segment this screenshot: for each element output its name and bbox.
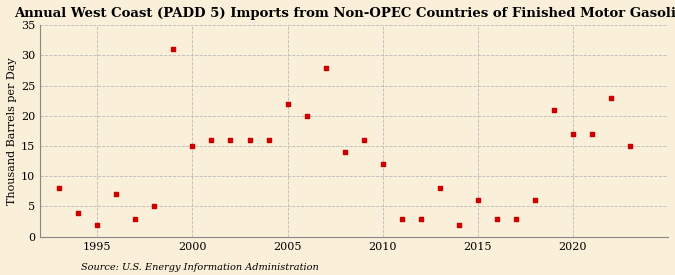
Point	[472, 198, 483, 203]
Point	[358, 138, 369, 142]
Point	[434, 186, 445, 191]
Point	[168, 47, 179, 52]
Point	[130, 216, 141, 221]
Point	[92, 222, 103, 227]
Point	[340, 150, 350, 154]
Point	[187, 144, 198, 148]
Point	[244, 138, 255, 142]
Point	[510, 216, 521, 221]
Point	[111, 192, 122, 197]
Point	[206, 138, 217, 142]
Y-axis label: Thousand Barrels per Day: Thousand Barrels per Day	[7, 57, 17, 205]
Point	[301, 114, 312, 118]
Text: Source: U.S. Energy Information Administration: Source: U.S. Energy Information Administ…	[81, 263, 319, 272]
Point	[568, 132, 578, 136]
Point	[282, 101, 293, 106]
Point	[225, 138, 236, 142]
Point	[415, 216, 426, 221]
Point	[491, 216, 502, 221]
Point	[54, 186, 65, 191]
Point	[263, 138, 274, 142]
Title: Annual West Coast (PADD 5) Imports from Non-OPEC Countries of Finished Motor Gas: Annual West Coast (PADD 5) Imports from …	[14, 7, 675, 20]
Point	[73, 210, 84, 215]
Point	[605, 96, 616, 100]
Point	[454, 222, 464, 227]
Point	[624, 144, 635, 148]
Point	[587, 132, 597, 136]
Point	[377, 162, 388, 166]
Point	[320, 65, 331, 70]
Point	[149, 204, 160, 209]
Point	[396, 216, 407, 221]
Point	[549, 108, 560, 112]
Point	[529, 198, 540, 203]
